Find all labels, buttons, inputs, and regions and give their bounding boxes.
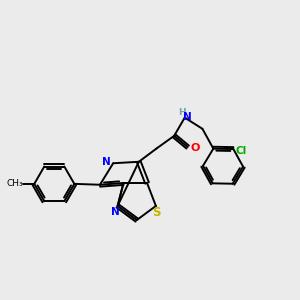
Text: N: N bbox=[111, 207, 120, 218]
Text: N: N bbox=[183, 112, 191, 122]
Text: Cl: Cl bbox=[236, 146, 247, 155]
Text: S: S bbox=[152, 206, 161, 219]
Text: H: H bbox=[178, 108, 186, 117]
Text: N: N bbox=[102, 157, 111, 167]
Text: CH₃: CH₃ bbox=[7, 179, 23, 188]
Text: O: O bbox=[190, 143, 200, 153]
